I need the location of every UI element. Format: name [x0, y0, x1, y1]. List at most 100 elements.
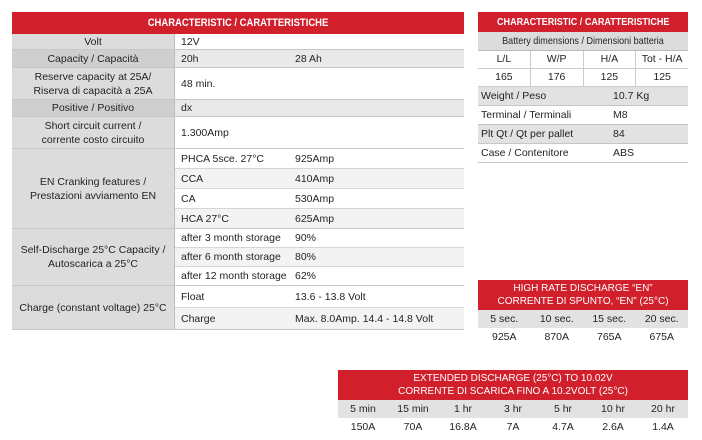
extended-value: 150A [350, 421, 376, 433]
spec-row: Positive / Positivo dx [12, 100, 464, 117]
extended-head: 5 min [350, 403, 376, 415]
spec-value-row: 1.300Amp [175, 117, 464, 148]
spec-label: Charge (constant voltage) 25°C [12, 286, 175, 329]
spec-row: EN Cranking features / Prestazioni avviam… [12, 149, 464, 229]
spec-values: 48 min. [175, 68, 464, 99]
high-rate-title-line1: HIGH RATE DISCHARGE “EN” [513, 283, 653, 294]
high-rate-head: 5 sec. [490, 313, 519, 325]
spec-value: 62% [295, 270, 317, 282]
property-row: Case / Contenitore ABS [478, 144, 688, 163]
high-rate-value: 675A [649, 331, 675, 343]
spec-value-key: CA [181, 192, 196, 205]
spec-values: PHCA 5sce. 27°C 925Amp CCA 410Amp CA 530Amp HC… [175, 149, 464, 228]
dimensions-header-text: CHARACTERISTIC / CARATTERISTICHE [496, 16, 670, 28]
spec-value: 80% [295, 251, 317, 263]
spec-value-key: after 6 month storage [181, 251, 281, 263]
high-rate-value-row: 925A 870A 765A 675A [478, 328, 688, 346]
spec-values: after 3 month storage 90% after 6 month st… [175, 229, 464, 285]
characteristics-body: Volt 12V Capacity / Capacità 20h 28 Ah Reserv… [12, 34, 464, 330]
characteristics-title: CHARACTERISTIC / CARATTERISTICHE [12, 12, 464, 34]
characteristics-title-text: CHARACTERISTIC / CARATTERISTICHE [147, 17, 329, 29]
spec-value-key: Float [181, 290, 205, 303]
properties-list: Weight / Peso 10.7 Kg Terminal / Terminali… [478, 87, 688, 163]
spec-value-row: 48 min. [175, 68, 464, 99]
dimensions-value-row: 165 176 125 125 [478, 69, 688, 87]
property-row: Weight / Peso 10.7 Kg [478, 87, 688, 106]
characteristics-table: CHARACTERISTIC / CARATTERISTICHE Volt 12V… [12, 12, 464, 330]
spec-value-row: CCA 410Amp [175, 169, 464, 189]
spec-value-row: Float 13.6 - 13.8 Volt [175, 286, 464, 308]
spec-value-key: HCA 27°C [181, 212, 229, 225]
high-rate-value: 870A [544, 331, 570, 343]
extended-head: 1 hr [453, 403, 473, 415]
spec-value-row: dx [175, 100, 464, 116]
spec-row: Short circuit current / corrente costo ci… [12, 117, 464, 149]
spec-value-key: Charge [181, 312, 216, 325]
spec-value: Max. 8.0Amp. 14.4 - 14.8 Volt [295, 312, 434, 325]
spec-value-key: dx [181, 102, 193, 114]
spec-row: Capacity / Capacità 20h 28 Ah [12, 50, 464, 68]
spec-value: 530Amp [295, 192, 335, 205]
spec-value-row: after 3 month storage 90% [175, 229, 464, 248]
dimensions-title: Battery dimensions / Dimensioni batteria [478, 32, 688, 51]
extended-head: 10 hr [601, 403, 625, 415]
property-row: Terminal / Terminali M8 [478, 106, 688, 125]
spec-values: Float 13.6 - 13.8 Volt Charge Max. 8.0Amp. … [175, 286, 464, 329]
spec-value-row: HCA 27°C 625Amp [175, 209, 464, 228]
high-rate-discharge-table: HIGH RATE DISCHARGE “EN” CORRENTE DI SPU… [478, 280, 688, 346]
extended-head: 3 hr [503, 403, 523, 415]
property-value: ABS [613, 147, 635, 159]
extended-title-line2: CORRENTE DI SCARICA FINO A 10.2VOLT (25°… [398, 386, 628, 397]
spec-label: Volt [12, 34, 175, 49]
high-rate-head: 20 sec. [644, 313, 679, 325]
extended-value: 2.6A [602, 421, 624, 433]
dimension-head: H/A [584, 51, 637, 68]
property-value: 10.7 Kg [613, 90, 650, 102]
high-rate-value: 765A [596, 331, 622, 343]
high-rate-head: 15 sec. [592, 313, 627, 325]
extended-value-row: 150A 70A 16.8A 7A 4.7A 2.6A 1.4A [338, 418, 688, 436]
high-rate-head-row: 5 sec. 10 sec. 15 sec. 20 sec. [478, 310, 688, 328]
spec-values: 20h 28 Ah [175, 50, 464, 67]
dimensions-head-row: L/L W/P H/A Tot - H/A [478, 51, 688, 69]
spec-value: 28 Ah [295, 52, 322, 65]
spec-value: 90% [295, 232, 317, 244]
spec-value: 13.6 - 13.8 Volt [295, 290, 366, 303]
extended-head: 15 min [397, 403, 429, 415]
spec-value-row: after 6 month storage 80% [175, 248, 464, 267]
spec-value: 410Amp [295, 172, 335, 185]
spec-value-row: Charge Max. 8.0Amp. 14.4 - 14.8 Volt [175, 308, 464, 329]
extended-value: 16.8A [449, 421, 477, 433]
spec-value-key: PHCA 5sce. 27°C [181, 152, 264, 165]
property-value: M8 [613, 109, 628, 121]
dimension-value: 165 [478, 69, 531, 86]
extended-value: 1.4A [652, 421, 674, 433]
extended-title-line1: EXTENDED DISCHARGE (25°C) TO 10.02V [413, 373, 613, 384]
spec-value-key: 48 min. [181, 77, 216, 90]
extended-head: 5 hr [553, 403, 573, 415]
spec-value-key: CCA [181, 172, 204, 185]
extended-head-row: 5 min 15 min 1 hr 3 hr 5 hr 10 hr 20 hr [338, 400, 688, 418]
high-rate-value: 925A [491, 331, 517, 343]
property-label: Terminal / Terminali [481, 109, 572, 121]
spec-value-key: 12V [181, 35, 200, 48]
high-rate-title: HIGH RATE DISCHARGE “EN” CORRENTE DI SPU… [478, 280, 688, 310]
spec-value-key: 20h [181, 52, 199, 65]
property-row: Plt Qt / Qt per pallet 84 [478, 125, 688, 144]
spec-values: 1.300Amp [175, 117, 464, 148]
property-label: Case / Contenitore [481, 147, 569, 159]
spec-value-row: PHCA 5sce. 27°C 925Amp [175, 149, 464, 169]
spec-row: Charge (constant voltage) 25°C Float 13.6 … [12, 286, 464, 330]
spec-row: Volt 12V [12, 34, 464, 50]
spec-label: Positive / Positivo [12, 100, 175, 116]
extended-value: 4.7A [552, 421, 574, 433]
dimension-value: 125 [584, 69, 637, 86]
spec-label: Short circuit current / corrente costo ci… [12, 117, 175, 148]
high-rate-head: 10 sec. [539, 313, 574, 325]
spec-row: Reserve capacity at 25A/Riserva di capac… [12, 68, 464, 100]
extended-head: 20 hr [651, 403, 675, 415]
dimension-value: 125 [653, 71, 671, 83]
spec-value: 625Amp [295, 212, 335, 225]
extended-title: EXTENDED DISCHARGE (25°C) TO 10.02V CORR… [338, 370, 688, 400]
spec-label: Self-Discharge 25°C Capacity / Autoscaric… [12, 229, 175, 285]
